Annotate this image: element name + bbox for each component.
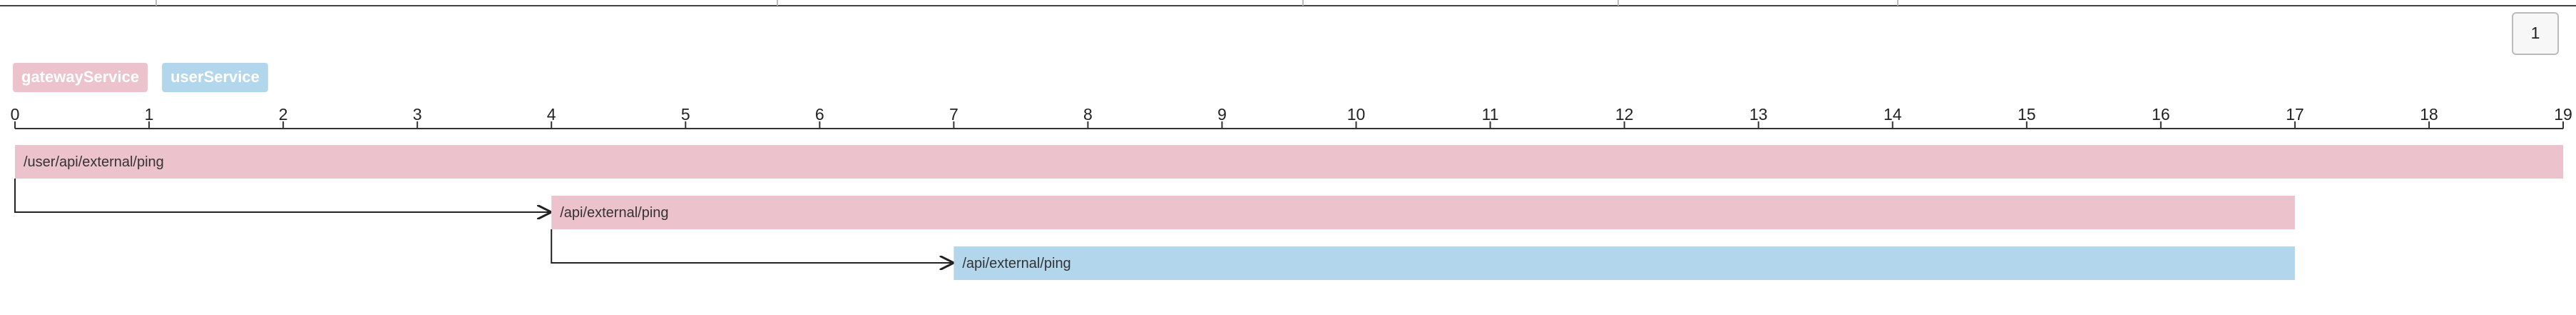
span-bar[interactable]: [954, 246, 2295, 280]
x-tick-label: 7: [949, 105, 959, 124]
x-tick-label: 11: [1482, 105, 1499, 124]
pager-button[interactable]: 1: [2512, 12, 2559, 55]
x-tick-label: 18: [2420, 105, 2438, 124]
x-tick-label: 0: [11, 105, 20, 124]
x-tick-label: 16: [2152, 105, 2170, 124]
span-bar[interactable]: [551, 196, 2295, 229]
span-label: /api/external/ping: [560, 205, 668, 221]
legend-chip[interactable]: [13, 63, 148, 92]
x-tick-label: 12: [1615, 105, 1634, 124]
table-remnant: [0, 0, 2576, 6]
button-box[interactable]: [2512, 12, 2559, 55]
span-bar[interactable]: [15, 145, 2563, 179]
call-arrow: [551, 229, 952, 263]
x-tick-label: 9: [1217, 105, 1227, 124]
x-tick-label: 13: [1749, 105, 1768, 124]
x-tick-label: 14: [1884, 105, 1902, 124]
x-tick-label: 1: [145, 105, 154, 124]
x-tick-label: 2: [279, 105, 288, 124]
span-label: /api/external/ping: [962, 256, 1070, 271]
x-tick-label: 8: [1083, 105, 1093, 124]
button-label[interactable]: 1: [2531, 24, 2540, 42]
x-tick-label: 10: [1347, 105, 1366, 124]
x-tick-label: 4: [547, 105, 556, 124]
x-tick-label: 17: [2286, 105, 2304, 124]
x-tick-label: 5: [681, 105, 690, 124]
x-tick-label: 19: [2554, 105, 2572, 124]
x-tick-label: 15: [2018, 105, 2036, 124]
span-label: /user/api/external/ping: [24, 154, 164, 170]
x-tick-label: 3: [413, 105, 422, 124]
legend-label[interactable]: gatewayService: [21, 68, 139, 86]
x-tick-label: 6: [815, 105, 824, 124]
call-arrow: [14, 179, 550, 212]
legend-label[interactable]: userService: [170, 68, 260, 86]
legend-chip[interactable]: [162, 63, 268, 92]
